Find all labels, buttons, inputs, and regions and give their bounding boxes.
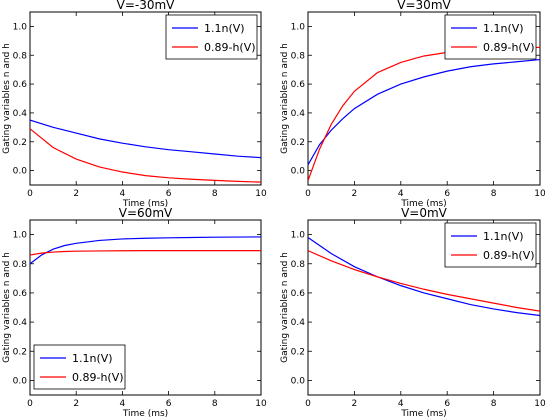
x-tick-label: 2 bbox=[73, 399, 79, 409]
y-tick-label: 1.0 bbox=[291, 231, 306, 241]
y-tick-label: 0.4 bbox=[291, 109, 306, 119]
legend-entry: 1.1n(V) bbox=[483, 230, 524, 243]
x-tick-label: 2 bbox=[352, 189, 358, 199]
y-tick-label: 0.2 bbox=[291, 138, 305, 148]
legend-entry: 0.89-h(V) bbox=[483, 41, 535, 54]
y-tick-label: 0.2 bbox=[291, 347, 305, 357]
y-axis-label: Gating variables n and h bbox=[2, 252, 12, 363]
legend: 1.1n(V) 0.89-h(V) bbox=[444, 222, 537, 268]
series-line-h bbox=[30, 250, 261, 256]
x-tick-label: 6 bbox=[166, 189, 172, 199]
y-tick-label: 0.4 bbox=[13, 109, 28, 119]
subplot-3: V=60mV 0 2 4 6 8 10 0.0 0.2 0.4 0.6 0.8 1.0 Time (ms)… bbox=[2, 206, 267, 419]
legend: 1.1n(V) 0.89-h(V) bbox=[165, 14, 258, 60]
y-tick-label: 0.8 bbox=[13, 260, 28, 270]
x-tick-label: 10 bbox=[534, 189, 545, 199]
x-tick-label: 2 bbox=[73, 189, 79, 199]
y-tick-label: 0.6 bbox=[13, 80, 28, 90]
legend-entry: 1.1n(V) bbox=[483, 22, 524, 35]
series-line-h bbox=[30, 128, 261, 183]
legend-box bbox=[33, 344, 126, 390]
y-tick-label: 0.2 bbox=[13, 138, 27, 148]
x-tick-label: 8 bbox=[491, 189, 497, 199]
y-tick-label: 0.0 bbox=[13, 167, 28, 177]
x-tick-label: 10 bbox=[255, 189, 267, 199]
y-tick-label: 1.0 bbox=[13, 22, 28, 32]
legend-box bbox=[444, 222, 537, 268]
legend-box bbox=[444, 14, 537, 60]
x-tick-label: 6 bbox=[444, 399, 450, 409]
y-tick-label: 0.8 bbox=[291, 260, 306, 270]
y-axis-label: Gating variables n and h bbox=[280, 43, 290, 154]
legend: 1.1n(V) 0.89-h(V) bbox=[33, 344, 126, 390]
y-tick-label: 0.6 bbox=[291, 289, 306, 299]
x-tick-label: 6 bbox=[166, 399, 172, 409]
y-tick-label: 0.4 bbox=[13, 318, 28, 328]
x-tick-label: 4 bbox=[120, 399, 126, 409]
y-tick-label: 0.0 bbox=[291, 376, 306, 386]
y-tick-label: 0.0 bbox=[13, 376, 28, 386]
x-tick-label: 0 bbox=[305, 189, 311, 199]
y-tick-label: 1.0 bbox=[13, 231, 28, 241]
plot-title: V=30mV bbox=[397, 0, 451, 12]
y-tick-label: 0.2 bbox=[13, 347, 27, 357]
series-line-h bbox=[308, 250, 540, 312]
y-tick-label: 1.0 bbox=[291, 22, 306, 32]
y-tick-label: 0.6 bbox=[291, 80, 306, 90]
x-tick-label: 8 bbox=[491, 399, 497, 409]
legend-entry: 1.1n(V) bbox=[204, 22, 245, 35]
x-axis-label: Time (ms) bbox=[122, 199, 168, 209]
x-tick-label: 0 bbox=[305, 399, 311, 409]
legend-box bbox=[165, 14, 258, 60]
x-tick-label: 4 bbox=[398, 189, 404, 199]
x-tick-label: 4 bbox=[120, 189, 126, 199]
series-line-n bbox=[30, 119, 261, 159]
y-tick-label: 0.8 bbox=[291, 51, 306, 61]
y-axis-label: Gating variables n and h bbox=[2, 43, 12, 154]
legend-entry: 0.89-h(V) bbox=[72, 371, 124, 384]
y-tick-label: 0.4 bbox=[291, 318, 306, 328]
subplot-1: V=-30mV 0 2 4 6 8 10 0.0 0.2 0.4 0.6 0.8 1.0 Time (ms… bbox=[2, 0, 267, 209]
legend: 1.1n(V) 0.89-h(V) bbox=[444, 14, 537, 60]
subplot-2: V=30mV 0 2 4 6 8 10 0.0 0.2 0.4 0.6 0.8 1.0 Time (ms)… bbox=[280, 0, 545, 209]
x-tick-label: 0 bbox=[27, 399, 33, 409]
series-line-n bbox=[30, 236, 261, 265]
x-tick-label: 0 bbox=[27, 189, 33, 199]
y-tick-label: 0.6 bbox=[13, 289, 28, 299]
plot-title: V=0mV bbox=[401, 206, 448, 220]
legend-entry: 1.1n(V) bbox=[72, 352, 113, 365]
series-line-n bbox=[308, 58, 540, 166]
legend-entry: 0.89-h(V) bbox=[204, 41, 256, 54]
x-tick-label: 8 bbox=[212, 189, 218, 199]
x-tick-label: 6 bbox=[444, 189, 450, 199]
x-tick-label: 10 bbox=[255, 399, 267, 409]
series-line-n bbox=[308, 237, 540, 317]
x-axis-label: Time (ms) bbox=[400, 199, 446, 209]
x-tick-label: 2 bbox=[352, 399, 358, 409]
x-tick-label: 10 bbox=[534, 399, 545, 409]
subplot-4: V=0mV 0 2 4 6 8 10 0.0 0.2 0.4 0.6 0.8 1.0 Time (ms) G… bbox=[280, 206, 545, 419]
x-tick-label: 4 bbox=[398, 399, 404, 409]
y-tick-label: 0.8 bbox=[13, 51, 28, 61]
legend-entry: 0.89-h(V) bbox=[483, 249, 535, 262]
y-tick-label: 0.0 bbox=[291, 167, 306, 177]
x-axis-label: Time (ms) bbox=[400, 409, 446, 419]
x-tick-label: 8 bbox=[212, 399, 218, 409]
x-axis-label: Time (ms) bbox=[122, 409, 168, 419]
plot-title: V=-30mV bbox=[117, 0, 176, 12]
y-axis-label: Gating variables n and h bbox=[280, 252, 290, 363]
plot-title: V=60mV bbox=[119, 206, 173, 220]
